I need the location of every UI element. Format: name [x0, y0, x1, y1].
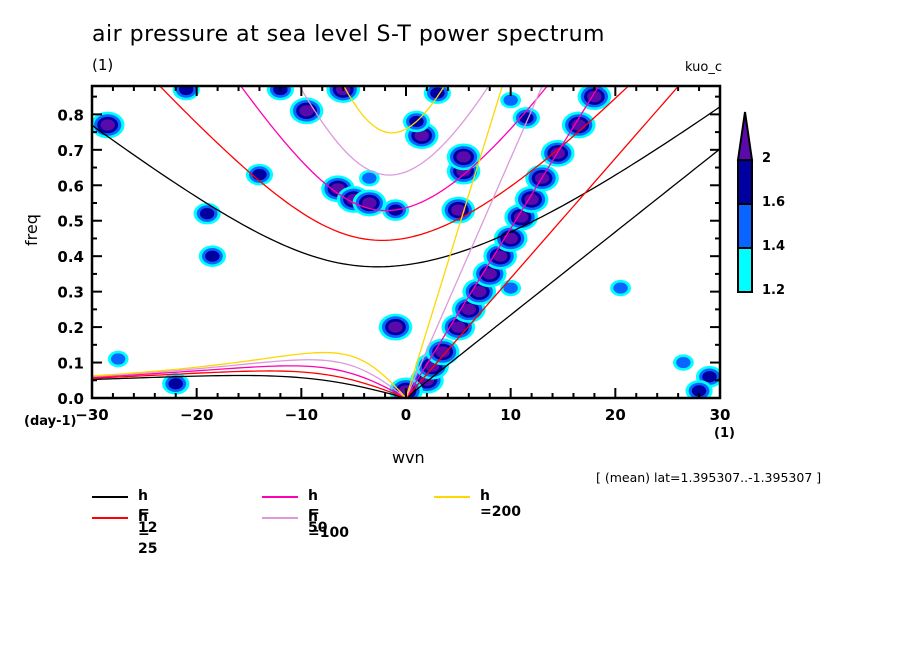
rossby-wave-curve	[92, 359, 407, 398]
power-blob-11-level-3	[482, 268, 497, 280]
dispersion-curve-h12	[92, 106, 720, 398]
colorbar-label: 2	[762, 151, 772, 166]
x-tick-label: −20	[180, 406, 213, 424]
dispersion-curve-h50	[92, 86, 600, 398]
y-tick-label: 0.3	[57, 284, 84, 302]
y-tick-label: 0.7	[57, 142, 84, 160]
power-blob-29-level-2	[252, 169, 267, 181]
kelvin-wave-curve	[405, 86, 600, 398]
kelvin-wave-curve	[405, 86, 543, 398]
power-blob-14-level-3	[513, 211, 529, 223]
dispersion-curve-h200	[92, 86, 504, 398]
y-tick-label: 0.1	[57, 355, 84, 373]
power-blob-8-level-3	[451, 321, 466, 333]
colorbar-extend-max	[736, 111, 754, 161]
power-blob-32-level-3	[388, 321, 403, 333]
y-tick-label: 0.0	[57, 390, 84, 408]
rossby-wave-curve	[92, 351, 407, 398]
dispersion-curve-h25	[92, 86, 680, 398]
x-tick-label: −10	[285, 406, 318, 424]
power-blob-28-level-2	[199, 208, 215, 220]
y-axis-unit: (day-1)	[24, 414, 77, 429]
x-tick-label: 30	[710, 406, 731, 424]
legend-swatch	[262, 517, 298, 519]
rossby-wave-curve	[92, 374, 407, 398]
x-axis-unit: (1)	[714, 426, 735, 441]
y-tick-label: 0.2	[57, 319, 84, 337]
y-tick-label: 0.6	[57, 177, 84, 195]
axis-ticks	[91, 86, 721, 399]
power-blob-10-level-3	[472, 286, 487, 298]
y-tick-label: 0.8	[57, 106, 84, 124]
legend-label: h =100	[308, 509, 349, 541]
power-blob-3-level-3	[451, 204, 466, 216]
power-blob-9-level-3	[461, 303, 476, 315]
source-label: kuo_c	[685, 60, 722, 75]
colorbar-segment-1.4	[737, 203, 753, 249]
legend-swatch	[92, 517, 128, 519]
averaging-note: [ (mean) lat=1.395307..-1.395307 ]	[596, 470, 822, 485]
power-blob-35-level-2	[702, 371, 717, 383]
x-tick-label: 20	[605, 406, 626, 424]
x-tick-label: 0	[401, 406, 411, 424]
inertia-gravity-curve	[92, 106, 720, 268]
power-blob-22-level-3	[299, 105, 314, 117]
colorbar-segment-1.6	[737, 159, 753, 205]
power-blob-7-level-3	[435, 346, 450, 358]
power-blob-36-level-2	[691, 385, 707, 397]
power-blob-13-level-3	[503, 232, 518, 245]
power-blob-33-level-2	[168, 378, 183, 390]
kelvin-wave-curve	[405, 86, 680, 398]
colorbar-segment-1.2	[737, 247, 753, 293]
x-tick-label: 10	[500, 406, 521, 424]
power-blob-0-level-3	[414, 130, 429, 142]
power-blob-15-level-3	[524, 193, 539, 206]
legend-label: h = 50	[308, 488, 328, 536]
power-blob-31-level-2	[205, 250, 220, 262]
power-blob-34-level-1	[110, 353, 126, 365]
inertia-gravity-curve	[298, 86, 490, 176]
y-tick-label: 0.5	[57, 213, 84, 231]
colorbar	[736, 111, 754, 293]
power-blob-27-level-1	[362, 172, 377, 184]
power-blob-37-level-1	[676, 356, 691, 369]
chart-units: (1)	[92, 56, 114, 74]
legend-label: h = 25	[138, 509, 158, 557]
inertia-gravity-curve	[240, 86, 549, 212]
legend-label: h =200	[480, 488, 521, 520]
kelvin-wave-curve	[405, 86, 504, 398]
inertia-gravity-curve	[343, 86, 446, 134]
colorbar-label: 1.6	[762, 195, 786, 210]
power-contours	[92, 86, 720, 398]
power-blob-38-level-3	[456, 151, 471, 163]
legend-swatch	[262, 496, 298, 498]
dispersion-curves	[92, 86, 720, 398]
axis-tick-labels: −30 −20 −10 0 10 20 30 0.0 0.1 0.2 0.3 0.4 0.5 0.6 0.7…	[57, 106, 730, 424]
power-blob-44-level-1	[613, 282, 628, 294]
kelvin-wave-curve	[405, 148, 720, 398]
power-blob-40-level-2	[179, 86, 194, 96]
x-axis-label: wvn	[392, 448, 425, 467]
dispersion-curve-h100	[92, 86, 543, 398]
chart-title: air pressure at sea level S-T power spec…	[92, 22, 605, 47]
power-blob-43-level-1	[503, 282, 518, 294]
power-blob-30-level-3	[100, 119, 115, 131]
rossby-wave-curve	[92, 365, 407, 398]
power-blob-21-level-1	[503, 94, 518, 106]
inertia-gravity-curve	[158, 86, 630, 242]
legend-swatch	[434, 496, 470, 498]
y-axis-label: freq	[22, 214, 41, 246]
rossby-wave-curve	[92, 370, 407, 398]
colorbar-label: 1.4	[762, 239, 786, 254]
power-blob-12-level-3	[493, 250, 508, 262]
legend-label: h = 12	[138, 488, 158, 536]
legend-swatch	[92, 496, 128, 498]
x-tick-label: −30	[75, 406, 108, 424]
y-tick-label: 0.4	[57, 248, 84, 266]
colorbar-label: 1.2	[762, 283, 786, 298]
power-blob-25-level-3	[362, 197, 377, 209]
power-blob-18-level-3	[571, 119, 586, 131]
